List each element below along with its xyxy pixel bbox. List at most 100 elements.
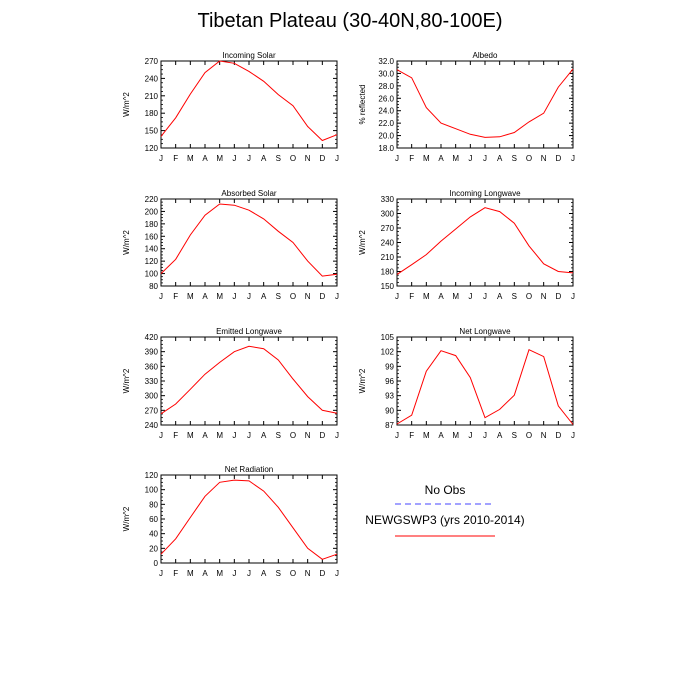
y-tick-label: 270 [145, 406, 159, 415]
x-tick-label: D [319, 569, 325, 578]
x-tick-label: M [216, 431, 223, 440]
y-tick-label: 100 [145, 486, 159, 495]
x-tick-label: A [438, 292, 444, 301]
y-tick-label: 420 [145, 333, 159, 342]
y-tick-label: 20.0 [378, 132, 394, 141]
x-tick-label: M [216, 292, 223, 301]
x-tick-label: A [202, 569, 208, 578]
series-line [396, 68, 574, 138]
x-tick-label: O [526, 154, 532, 163]
x-tick-label: J [335, 431, 339, 440]
series-line [160, 345, 338, 415]
x-tick-label: F [173, 569, 178, 578]
y-tick-label: 99 [385, 362, 394, 371]
series-line [160, 203, 338, 277]
x-tick-label: J [232, 431, 236, 440]
x-tick-label: A [261, 154, 267, 163]
y-tick-label: 240 [381, 239, 395, 248]
x-tick-label: N [305, 292, 311, 301]
y-tick-label: 26.0 [378, 94, 394, 103]
x-tick-label: D [319, 154, 325, 163]
y-tick-label: 150 [381, 282, 395, 291]
plot-frame [160, 474, 338, 564]
x-tick-label: O [290, 431, 296, 440]
x-tick-label: J [395, 431, 399, 440]
x-tick-label: J [232, 569, 236, 578]
y-tick-label: 240 [145, 421, 159, 430]
x-tick-label: A [202, 154, 208, 163]
x-tick-label: J [247, 569, 251, 578]
x-tick-label: S [512, 431, 517, 440]
x-tick-label: J [395, 154, 399, 163]
y-tick-label: 80 [149, 282, 158, 291]
y-tick-label: 180 [145, 220, 159, 229]
chart-panel: Emitted Longwave W/m^2 240 270 300 330 360 390 4… [122, 327, 339, 440]
x-tick-label: O [290, 292, 296, 301]
x-tick-label: M [423, 292, 430, 301]
x-tick-label: F [173, 292, 178, 301]
y-tick-label: 80 [149, 500, 158, 509]
y-tick-label: 390 [145, 348, 159, 357]
y-tick-label: 210 [381, 253, 395, 262]
x-tick-label: N [305, 431, 311, 440]
x-tick-label: J [483, 292, 487, 301]
x-tick-label: N [541, 431, 547, 440]
y-tick-label: 180 [145, 109, 159, 118]
x-tick-label: O [290, 154, 296, 163]
x-tick-label: D [555, 292, 561, 301]
x-tick-label: J [468, 154, 472, 163]
y-tick-label: 270 [381, 224, 395, 233]
y-tick-label: 360 [145, 362, 159, 371]
x-tick-label: M [423, 154, 430, 163]
y-tick-label: 18.0 [378, 144, 394, 153]
chart-title: Incoming Longwave [449, 189, 521, 198]
y-tick-label: 330 [145, 377, 159, 386]
chart-panel: Albedo % reflected 18.0 20.0 22.0 24.0 26.0 28.… [358, 51, 575, 163]
y-tick-label: 120 [145, 144, 159, 153]
x-tick-label: N [305, 154, 311, 163]
series-line [160, 479, 338, 560]
y-tick-label: 330 [381, 195, 395, 204]
y-tick-label: 300 [145, 392, 159, 401]
y-tick-label: 0 [154, 559, 159, 568]
x-tick-label: A [497, 431, 503, 440]
y-axis-label: W/m^2 [358, 230, 367, 255]
x-tick-label: D [319, 292, 325, 301]
x-tick-label: J [335, 569, 339, 578]
y-tick-label: 220 [145, 195, 159, 204]
x-tick-label: F [173, 431, 178, 440]
plot-frame [396, 198, 574, 287]
plot-frame [160, 336, 338, 426]
y-tick-label: 200 [145, 207, 159, 216]
y-tick-label: 20 [149, 544, 158, 553]
series-line [396, 349, 574, 425]
x-tick-label: M [216, 569, 223, 578]
y-tick-label: 40 [149, 530, 158, 539]
y-tick-label: 30.0 [378, 69, 394, 78]
y-tick-label: 105 [381, 333, 395, 342]
x-tick-label: J [159, 431, 163, 440]
chart-panel: Absorbed Solar W/m^2 80 100 120 140 160 180 200 2… [122, 189, 339, 301]
x-tick-label: A [202, 431, 208, 440]
x-tick-label: S [276, 569, 281, 578]
y-tick-label: 22.0 [378, 119, 394, 128]
x-tick-label: S [276, 292, 281, 301]
x-tick-label: D [555, 431, 561, 440]
x-tick-label: N [541, 292, 547, 301]
x-tick-label: J [571, 431, 575, 440]
chart-title: Incoming Solar [222, 51, 276, 60]
x-tick-label: J [159, 292, 163, 301]
x-tick-label: F [409, 154, 414, 163]
y-tick-label: 300 [381, 210, 395, 219]
y-tick-label: 96 [385, 377, 394, 386]
x-tick-label: F [409, 292, 414, 301]
y-axis-label: W/m^2 [122, 230, 131, 255]
x-tick-label: O [290, 569, 296, 578]
x-tick-label: J [395, 292, 399, 301]
x-tick-label: J [468, 431, 472, 440]
x-tick-label: J [335, 154, 339, 163]
x-tick-label: J [247, 292, 251, 301]
